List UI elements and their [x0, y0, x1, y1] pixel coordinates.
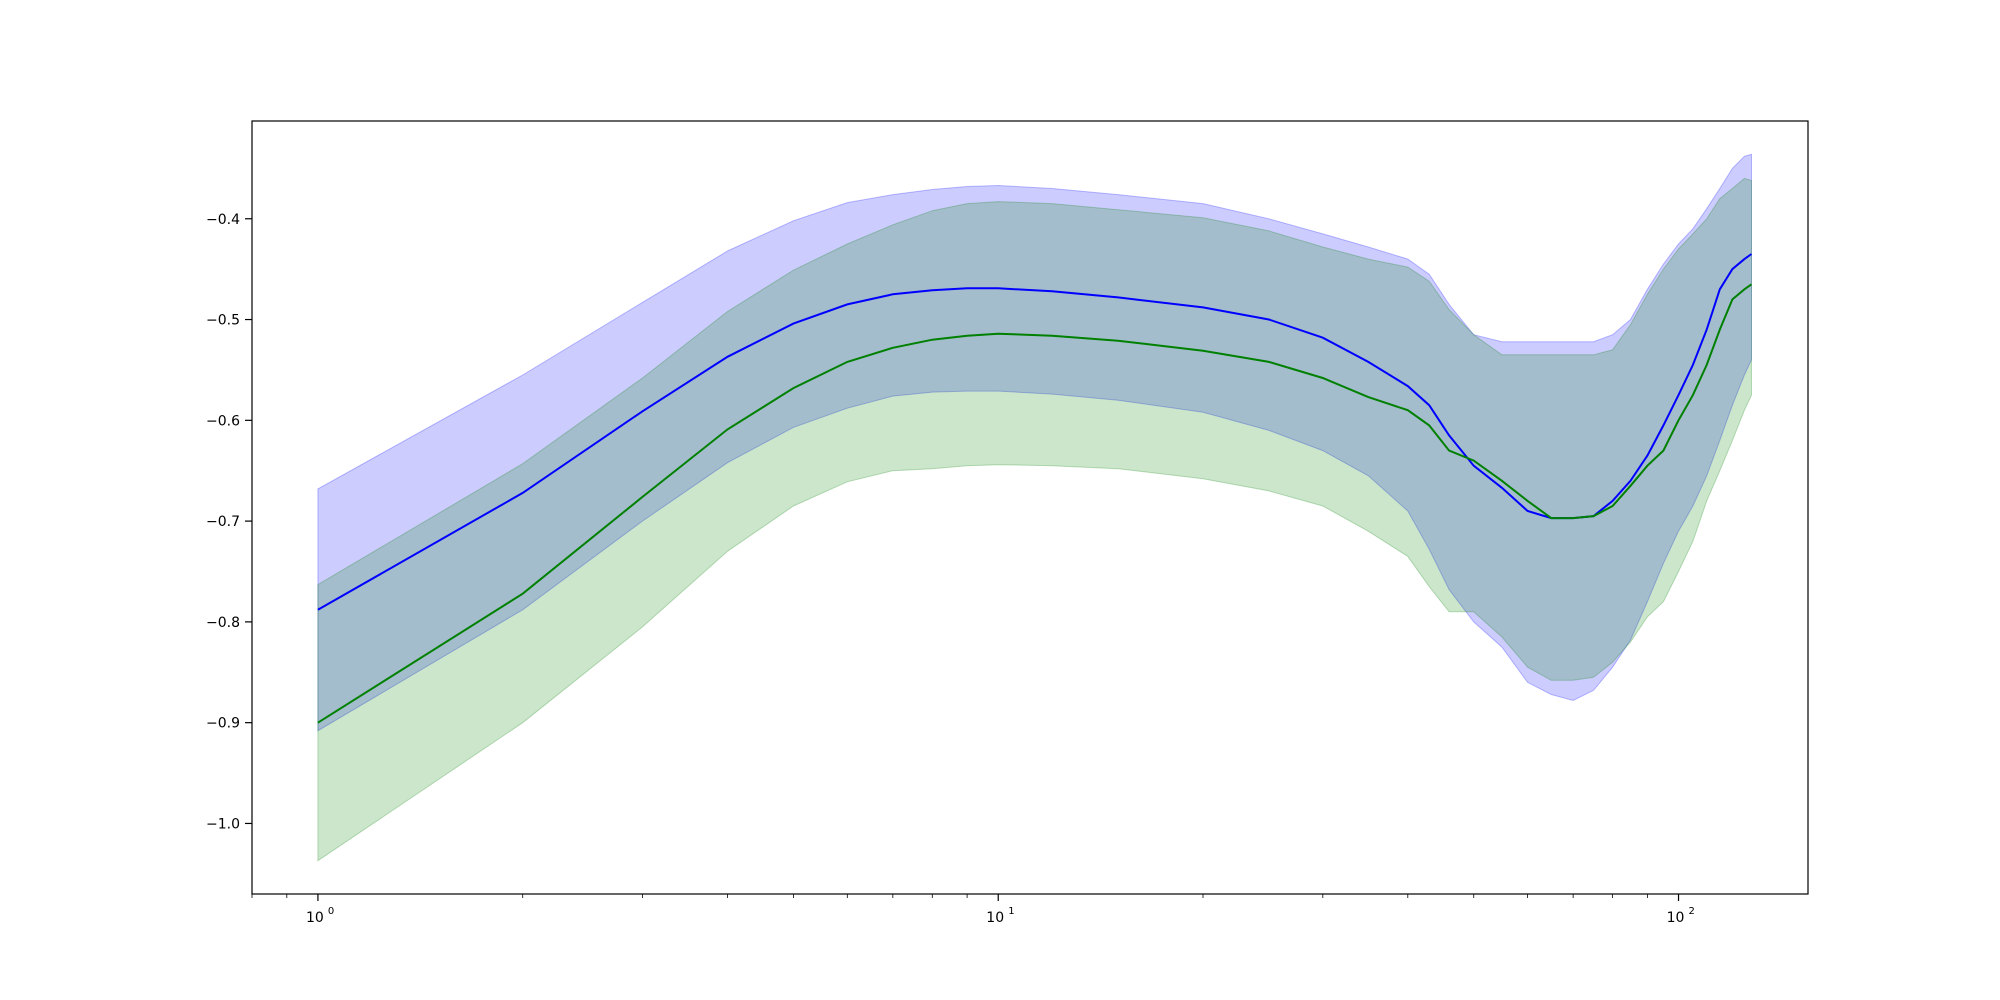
- x-tick-label: 10: [1667, 910, 1685, 926]
- series-2-line: [317, 283, 1753, 724]
- y-axis: −1.0 −0.9 −0.8 −0.7 −0.6 −0.5 −0.4: [206, 212, 252, 832]
- series-1-line: [317, 253, 1753, 611]
- x-tick-label-exponent: 1: [1008, 906, 1014, 917]
- series-1-band: [317, 153, 1752, 732]
- x-tick-label: 10: [306, 910, 324, 926]
- series-2-band: [317, 177, 1752, 862]
- confidence-bands: [317, 153, 1752, 862]
- y-tick-label: −1.0: [206, 816, 240, 832]
- series-lines: [317, 253, 1753, 724]
- x-axis: 10 0 10 1 10 2: [251, 894, 1695, 926]
- y-tick-label: −0.6: [206, 413, 240, 429]
- x-tick-label: 10: [986, 910, 1004, 926]
- y-tick-label: −0.8: [206, 615, 240, 631]
- y-tick-label: −0.4: [206, 212, 240, 228]
- y-tick-label: −0.5: [206, 313, 240, 329]
- y-tick-label: −0.9: [206, 716, 240, 732]
- x-tick-label-exponent: 0: [328, 906, 334, 917]
- y-tick-label: −0.7: [206, 514, 240, 530]
- x-tick-label-exponent: 2: [1689, 906, 1695, 917]
- plot-frame: [251, 120, 1809, 895]
